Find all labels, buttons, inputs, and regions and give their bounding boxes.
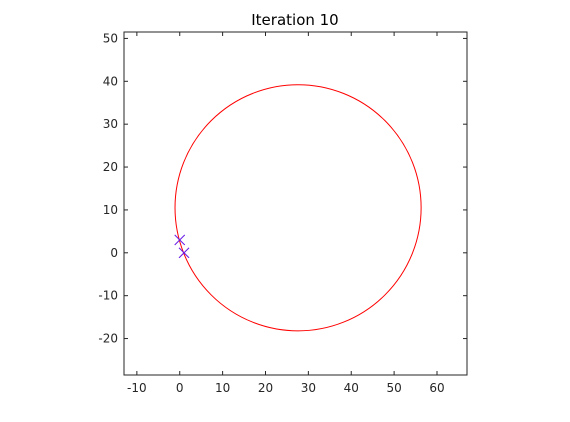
y-tick-label: 50 xyxy=(103,31,118,45)
y-tick-label: -20 xyxy=(98,332,118,346)
x-marker xyxy=(174,234,186,246)
x-marker xyxy=(178,247,190,259)
y-tick-label: 10 xyxy=(103,203,118,217)
x-tick-label: 30 xyxy=(301,381,316,395)
x-tick-label: 40 xyxy=(344,381,359,395)
x-tick-label: 50 xyxy=(386,381,401,395)
chart-title: Iteration 10 xyxy=(251,11,338,29)
y-tick-label: 40 xyxy=(103,74,118,88)
x-tick-label: 20 xyxy=(258,381,273,395)
y-tick-label: 0 xyxy=(110,246,118,260)
x-tick-label: 60 xyxy=(429,381,444,395)
circle-curve xyxy=(174,84,422,332)
y-tick-label: 30 xyxy=(103,117,118,131)
data-markers xyxy=(174,234,190,259)
plot-area xyxy=(123,31,468,376)
y-tick-label: 20 xyxy=(103,160,118,174)
x-axis: -10 0 10 20 30 40 50 60 xyxy=(127,32,445,395)
fitted-circle xyxy=(174,84,422,332)
x-tick-label: 10 xyxy=(215,381,230,395)
x-tick-label: 0 xyxy=(176,381,184,395)
y-axis: -20 -10 0 10 20 30 40 50 xyxy=(98,31,467,346)
x-tick-label: -10 xyxy=(127,381,147,395)
y-tick-label: -10 xyxy=(98,289,118,303)
